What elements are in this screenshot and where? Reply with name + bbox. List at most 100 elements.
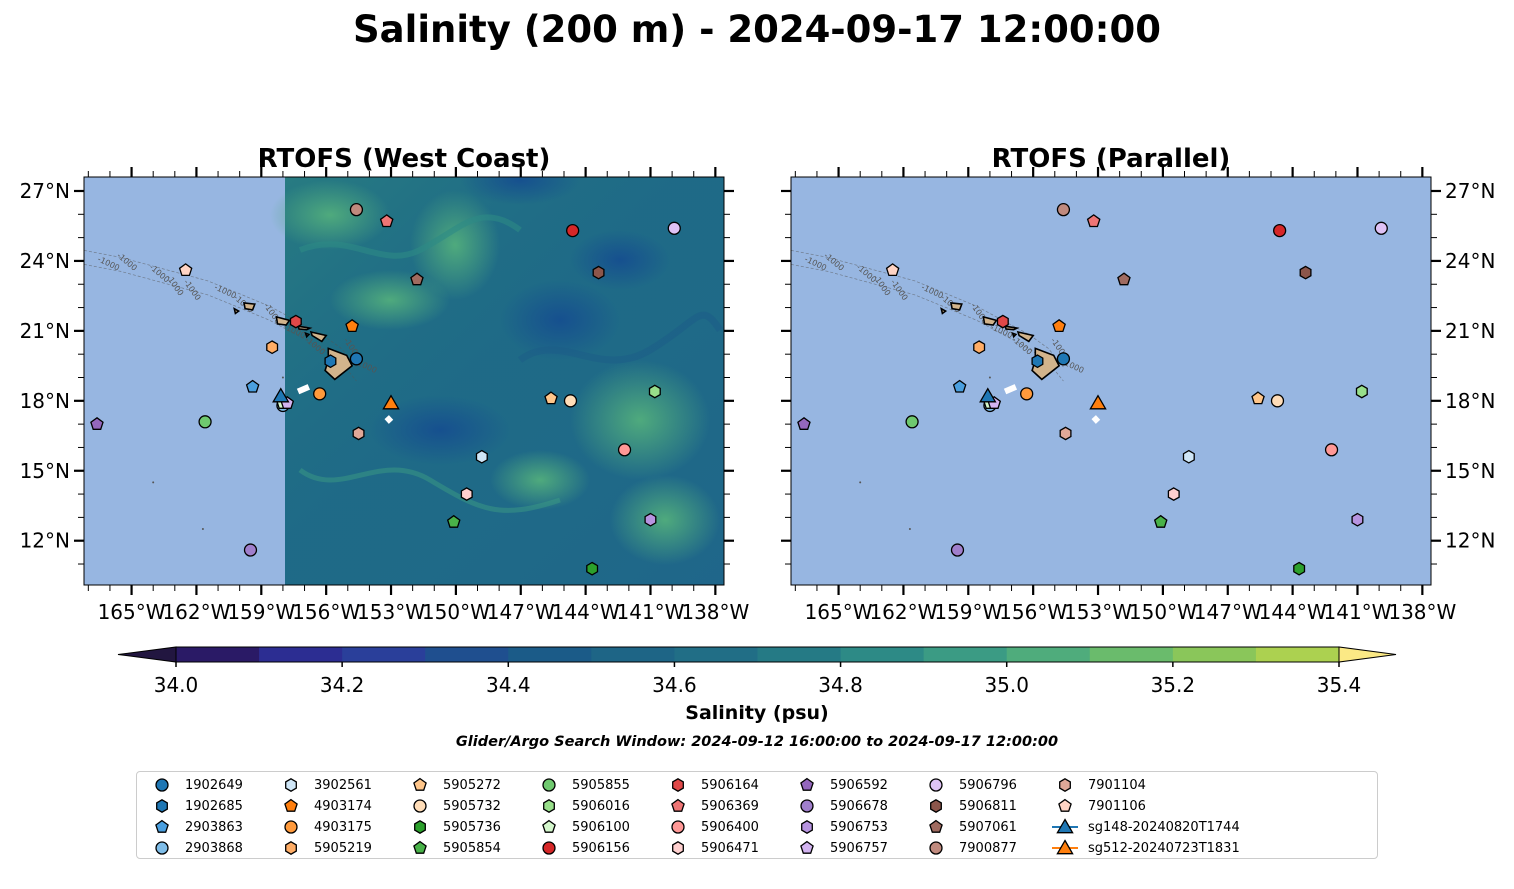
- legend-label: 5906471: [701, 840, 759, 856]
- x-tick-label: 150°W: [422, 600, 490, 624]
- marker-5907061-right: [1117, 272, 1131, 286]
- legend-item: 2903868: [147, 839, 243, 857]
- map-frame-left: [83, 176, 725, 586]
- island-4: [243, 301, 256, 311]
- island-3: [982, 315, 998, 326]
- legend-item: 7901104: [1050, 776, 1146, 794]
- legend-item: 5905732: [405, 797, 501, 815]
- legend-marker-icon: [929, 819, 943, 833]
- legend-item: 5905219: [276, 839, 372, 857]
- legend-marker-icon: [1052, 818, 1078, 834]
- legend-item: 3902561: [276, 776, 372, 794]
- legend-label: 5905732: [443, 798, 501, 814]
- marker-sg512-20240723T1831-left: [382, 394, 400, 410]
- colorbar-tick-label: 34.0: [154, 673, 199, 697]
- marker-1902649-legend: [155, 778, 169, 792]
- marker-5906156-left: [566, 223, 580, 238]
- marker-5906753-left: [644, 512, 657, 527]
- marker-5906811-legend: [930, 799, 942, 813]
- marker-4903174-legend: [284, 798, 298, 812]
- seamount-dot: [908, 528, 911, 531]
- island-6: [304, 331, 311, 339]
- marker-5906369-legend: [671, 798, 685, 812]
- legend-marker-icon: [156, 799, 168, 813]
- legend-marker-icon: [542, 778, 556, 792]
- marker-4903174-right: [1052, 318, 1066, 333]
- legend-label: 5906753: [830, 819, 888, 835]
- legend-item: 5905855: [534, 776, 630, 794]
- marker-5905219-legend: [285, 841, 297, 855]
- x-tick-label: 150°W: [1129, 600, 1197, 624]
- marker-sg148-20240820T1744-right: [979, 387, 997, 403]
- salinity-field: [270, 177, 724, 585]
- marker-5906400-right: [1324, 443, 1339, 457]
- marker-5905272-right: [1251, 391, 1265, 405]
- marker-1902685-right: [1031, 354, 1044, 369]
- marker-5906678-legend: [800, 799, 814, 813]
- marker-2903868-legend: [155, 841, 169, 855]
- legend-marker-icon: [543, 799, 555, 813]
- marker-5905272-left: [544, 391, 558, 405]
- marker-5906016-legend: [543, 799, 555, 813]
- y-tick-label: 24°N: [20, 249, 70, 273]
- island-2: [1003, 325, 1020, 331]
- marker-5905732-right: [1270, 394, 1285, 408]
- marker-5906811-right: [1299, 265, 1312, 280]
- x-tick-label: 141°W: [1324, 600, 1392, 624]
- marker-5906471-right: [1167, 487, 1180, 501]
- marker-5906164-right: [996, 314, 1009, 329]
- marker-1902649-left: [349, 352, 364, 366]
- marker-7901106-legend: [1058, 798, 1072, 812]
- legend-label: 5906016: [572, 798, 630, 814]
- legend-item: 5906678: [792, 797, 888, 815]
- marker-5905854-left: [446, 514, 461, 528]
- marker-4903175-right: [1020, 387, 1034, 401]
- figure-title: Salinity (200 m) - 2024-09-17 12:00:00: [353, 8, 1161, 51]
- marker-5906016-right: [1355, 384, 1368, 399]
- marker-5905736-left: [586, 561, 599, 576]
- marker-4903175-legend: [284, 820, 298, 834]
- marker-5905736-right: [1293, 561, 1306, 576]
- colorbar-label: Salinity (psu): [685, 702, 828, 724]
- marker-5906471-left: [460, 487, 473, 501]
- legend-label: 5906796: [959, 777, 1017, 793]
- legend-item: 4903174: [276, 797, 372, 815]
- x-tick-label: 162°W: [869, 600, 937, 624]
- seamount-dot: [281, 376, 284, 379]
- y-tick-label: 18°N: [1445, 389, 1495, 413]
- marker-5907061-left: [410, 272, 424, 286]
- marker-5905854-right: [1153, 514, 1168, 528]
- contour-line-north: [791, 250, 1064, 368]
- marker-3902561-right: [1182, 449, 1195, 464]
- legend-marker-icon: [671, 820, 685, 834]
- marker-7901106-left: [178, 263, 193, 277]
- legend-label: 5906678: [830, 798, 888, 814]
- marker-5906471-legend: [672, 841, 684, 855]
- colorbar-tick-label: 34.8: [818, 673, 863, 697]
- colorbar-bin: [1006, 647, 1091, 662]
- marker-7900877-right: [1056, 203, 1071, 217]
- seamount-dot: [859, 481, 862, 484]
- marker-5906678-left: [243, 543, 258, 557]
- marker-1902685-legend: [156, 799, 168, 813]
- island-1: [309, 330, 328, 343]
- marker-5906400-left: [617, 443, 632, 457]
- y-tick-label: 18°N: [20, 389, 70, 413]
- x-tick-label: 138°W: [1388, 600, 1456, 624]
- legend-label: 5906400: [701, 819, 759, 835]
- legend-item: 1902685: [147, 797, 243, 815]
- colorbar-bin: [591, 647, 675, 662]
- legend-marker-icon: [542, 819, 556, 833]
- legend-label: 5906369: [701, 798, 759, 814]
- legend-marker-icon: [1058, 798, 1072, 812]
- legend-item: 5905272: [405, 776, 501, 794]
- legend-item: 5906400: [663, 818, 759, 836]
- legend-label: 2903868: [185, 840, 243, 856]
- marker-5906678-right: [950, 543, 965, 557]
- markers-left: [90, 203, 681, 576]
- marker-5906400-legend: [671, 820, 685, 834]
- marker-2903863-right: [952, 379, 967, 393]
- legend-label: 4903175: [314, 819, 372, 835]
- x-tick-label: 153°W: [1064, 600, 1132, 624]
- legend-label: 5906100: [572, 819, 630, 835]
